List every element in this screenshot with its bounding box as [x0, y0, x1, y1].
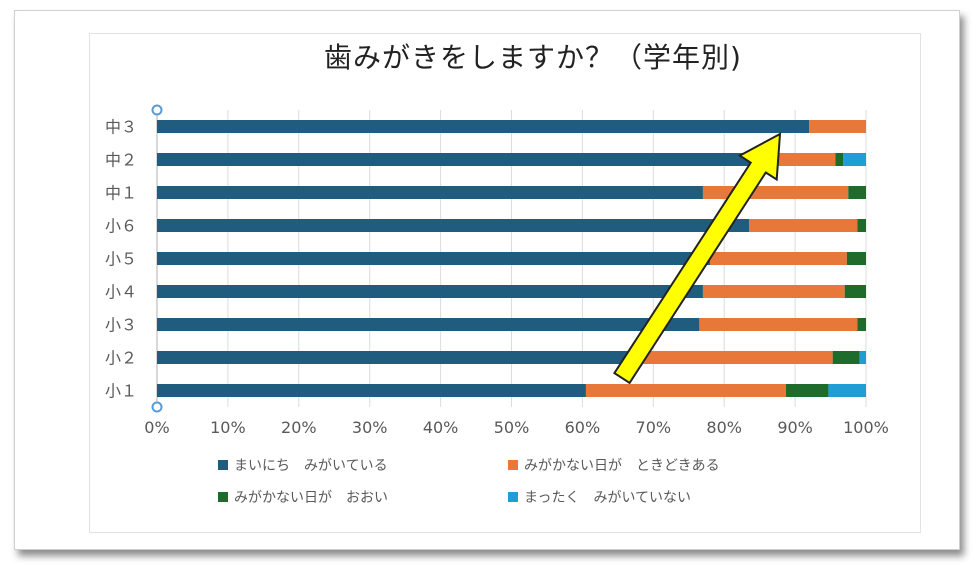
bar-segment[interactable]: [157, 219, 750, 232]
x-tick-label: 40%: [423, 418, 459, 437]
category-label: 小３: [105, 316, 137, 335]
bar-segment[interactable]: [857, 219, 866, 232]
category-label: 小４: [105, 283, 137, 302]
bar-segment[interactable]: [828, 384, 866, 397]
legend-swatch: [218, 460, 228, 470]
legend-label: みがかない日が ときどきある: [524, 458, 720, 474]
bar-segment[interactable]: [846, 252, 866, 265]
bar-segment[interactable]: [157, 186, 703, 199]
legend-label: まいにち みがいている: [234, 458, 388, 474]
category-label: 中３: [105, 118, 137, 137]
bar-segment[interactable]: [157, 384, 586, 397]
bar-segment[interactable]: [157, 120, 810, 133]
category-label: 小２: [105, 349, 137, 368]
bar-segment[interactable]: [749, 219, 858, 232]
x-tick-label: 70%: [636, 418, 672, 437]
legend-swatch: [508, 460, 518, 470]
bar-segment[interactable]: [848, 186, 866, 199]
chart-title: 歯みがきをしますか？（学年別): [324, 41, 742, 74]
category-label: 小６: [105, 217, 137, 236]
category-label: 中２: [105, 151, 137, 170]
category-label: 中１: [105, 184, 137, 203]
legend-swatch: [218, 492, 228, 502]
bar-segment[interactable]: [157, 351, 640, 364]
bar-segment[interactable]: [585, 384, 786, 397]
bar-segment[interactable]: [157, 318, 700, 331]
bar-segment[interactable]: [157, 153, 753, 166]
bar-segment[interactable]: [832, 351, 860, 364]
bar-segment[interactable]: [699, 318, 858, 331]
legend-swatch: [508, 492, 518, 502]
bar-segment[interactable]: [857, 318, 866, 331]
arrow-annotation: [613, 132, 782, 385]
axis-handle-bottom[interactable]: [151, 401, 163, 413]
bar-segment[interactable]: [844, 285, 866, 298]
x-tick-label: 90%: [777, 418, 813, 437]
x-tick-label: 30%: [352, 418, 388, 437]
bar-segment[interactable]: [157, 285, 703, 298]
bar-segment[interactable]: [809, 120, 866, 133]
bar-segment[interactable]: [835, 153, 844, 166]
bar-segment[interactable]: [157, 252, 711, 265]
bar-segment[interactable]: [702, 186, 849, 199]
bar-segment[interactable]: [702, 285, 845, 298]
x-tick-label: 80%: [706, 418, 742, 437]
x-tick-label: 60%: [565, 418, 601, 437]
bar-segment[interactable]: [859, 351, 866, 364]
axis-handle-top[interactable]: [151, 104, 163, 116]
bar-segment[interactable]: [843, 153, 866, 166]
legend-label: みがかない日が おおい: [234, 490, 388, 506]
x-tick-label: 50%: [494, 418, 530, 437]
category-label: 小１: [105, 382, 137, 401]
category-label: 小５: [105, 250, 137, 269]
bar-segment[interactable]: [785, 384, 829, 397]
x-tick-label: 0%: [144, 418, 169, 437]
x-tick-label: 10%: [210, 418, 246, 437]
bar-segment[interactable]: [710, 252, 847, 265]
bar-segment[interactable]: [639, 351, 833, 364]
legend-label: まったく みがいていない: [524, 490, 691, 506]
x-tick-label: 20%: [281, 418, 317, 437]
x-tick-label: 100%: [843, 418, 889, 437]
